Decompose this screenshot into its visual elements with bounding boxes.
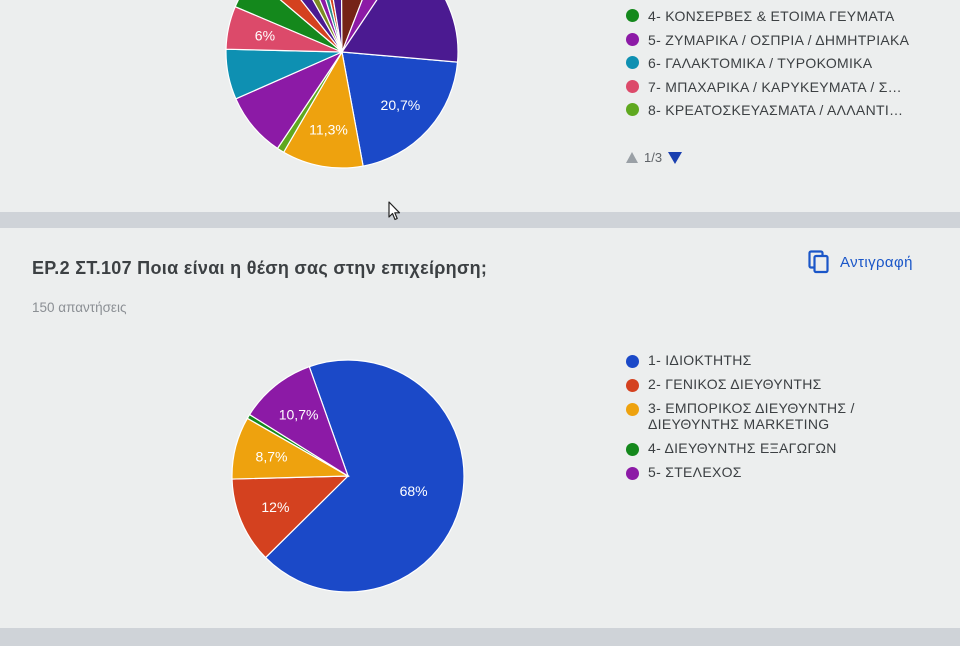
mouse-cursor-icon (388, 201, 401, 221)
legend-dot (626, 56, 639, 69)
legend-item: 5- ΖΥΜΑΡΙΚΑ / ΟΣΠΡΙΑ / ΔΗΜΗΤΡΙΑΚΑ (626, 30, 909, 54)
previous-page-icon[interactable] (626, 152, 638, 163)
legend-dot (626, 79, 639, 93)
legend-label: 7- ΜΠΑΧΑΡΙΚΑ / ΚΑΡΥΚΕΥΜΑΤΑ / Σ… (648, 78, 902, 95)
legend-item: 8- ΚΡΕΑΤΟΣΚΕΥΑΣΜΑΤΑ / ΑΛΛΑΝΤΙ… (626, 100, 909, 124)
legend-item: 5- ΣΤΕΛΕΧΟΣ (626, 464, 855, 480)
pie-slice (332, 0, 343, 53)
pie-slice (282, 50, 364, 169)
legend-label: 2- ΓΕΝΙΚΟΣ ΔΙΕΥΘΥΝΤΗΣ (648, 376, 822, 392)
legend-dot (626, 379, 639, 392)
response-count: 150 απαντήσεις (32, 300, 127, 315)
pie-slice (248, 365, 350, 478)
copy-button[interactable]: Αντιγραφή (808, 250, 913, 274)
pie-slice-label: 20,7% (381, 97, 421, 113)
pie-slice (300, 0, 343, 53)
legend-item: 1- ΙΔΙΟΚΤΗΤΗΣ (626, 352, 855, 368)
legend-item: 6- ΓΑΛΑΚΤΟΜΙΚΑ / ΤΥΡΟΚΟΜΙΚΑ (626, 53, 909, 77)
legend-pager: 1/3 (626, 150, 683, 165)
copy-icon (808, 250, 829, 274)
legend-item: 4- ΔΙΕΥΘΥΝΤΗΣ ΕΞΑΓΩΓΩΝ (626, 440, 855, 456)
previous-question-card (0, 0, 960, 212)
pie-slice (264, 359, 465, 593)
legend-dot (626, 32, 639, 46)
legend-dot (626, 403, 639, 416)
legend-dot (626, 443, 639, 456)
legend-label: 5- ΣΤΕΛΕΧΟΣ (648, 464, 742, 480)
pie-slice (231, 475, 350, 559)
pie-slice (312, 0, 343, 53)
pie-slice-label: 10,7% (279, 407, 319, 423)
legend-label: 6- ΓΑΛΑΚΤΟΜΙΚΑ / ΤΥΡΟΚΟΜΙΚΑ (648, 55, 873, 71)
legend-dot (626, 103, 639, 116)
legend-item: 2- ΓΕΝΙΚΟΣ ΔΙΕΥΘΥΝΤΗΣ (626, 376, 855, 392)
legend-item: 3- ΕΜΠΟΡΙΚΟΣ ΔΙΕΥΘΥΝΤΗΣ / ΔΙΕΥΘΥΝΤΗΣ MAR… (626, 400, 855, 432)
pie-slice (329, 0, 343, 53)
question-card (0, 228, 960, 628)
legend-item: 7- ΜΠΑΧΑΡΙΚΑ / ΚΑΡΥΚΕΥΜΑΤΑ / Σ… (626, 77, 909, 101)
legend-label: 4- ΔΙΕΥΘΥΝΤΗΣ ΕΞΑΓΩΓΩΝ (648, 440, 837, 456)
question-title: ΕΡ.2 ΣΤ.107 Ποια είναι η θέση σας στην ε… (32, 258, 488, 278)
pie-slice-label: 8,7% (256, 449, 288, 465)
legend-dot (626, 467, 639, 480)
pie-slice (279, 0, 343, 53)
position-pie-chart: 68% 12% 8,7% 10,7% (231, 359, 465, 593)
copy-label: Αντιγραφή (840, 253, 913, 271)
legend-label: 1- ΙΔΙΟΚΤΗΤΗΣ (648, 352, 752, 368)
pie-slice-label: 68% (400, 483, 428, 499)
previous-chart-legend: 4- ΚΟΝΣΕΡΒΕΣ & ΕΤΟΙΜΑ ΓΕΥΜΑΤΑ 5- ΖΥΜΑΡΙΚ… (626, 6, 909, 124)
legend-label: 8- ΚΡΕΑΤΟΣΚΕΥΑΣΜΑΤΑ / ΑΛΛΑΝΤΙ… (648, 102, 904, 118)
previous-pie-chart: 20,7%11,3%6%6% (225, 0, 459, 169)
pager-text: 1/3 (644, 150, 663, 165)
position-chart-legend: 1- ΙΔΙΟΚΤΗΤΗΣ 2- ΓΕΝΙΚΟΣ ΔΙΕΥΘΥΝΤΗΣ 3- Ε… (626, 352, 855, 488)
legend-label: 4- ΚΟΝΣΕΡΒΕΣ & ΕΤΟΙΜΑ ΓΕΥΜΑΤΑ (648, 8, 895, 24)
pie-slice (341, 51, 459, 167)
pie-slice (340, 0, 459, 63)
legend-label: 5- ΖΥΜΑΡΙΚΑ / ΟΣΠΡΙΑ / ΔΗΜΗΤΡΙΑΚΑ (648, 31, 910, 48)
pie-slice (234, 0, 343, 53)
pie-slice-label: 6% (255, 27, 275, 43)
legend-dot (626, 355, 639, 368)
legend-item: 4- ΚΟΝΣΕΡΒΕΣ & ΕΤΟΙΜΑ ΓΕΥΜΑΤΑ (626, 6, 909, 30)
next-page-icon[interactable] (668, 151, 683, 164)
pie-slice-label: 12% (261, 499, 289, 515)
pie-slice (325, 0, 343, 53)
pie-slice (319, 0, 343, 53)
legend-dot (626, 9, 639, 22)
legend-label: 3- ΕΜΠΟΡΙΚΟΣ ΔΙΕΥΘΥΝΤΗΣ / ΔΙΕΥΘΥΝΤΗΣ MAR… (648, 400, 855, 432)
pie-slice-label: 11,3% (309, 122, 348, 138)
